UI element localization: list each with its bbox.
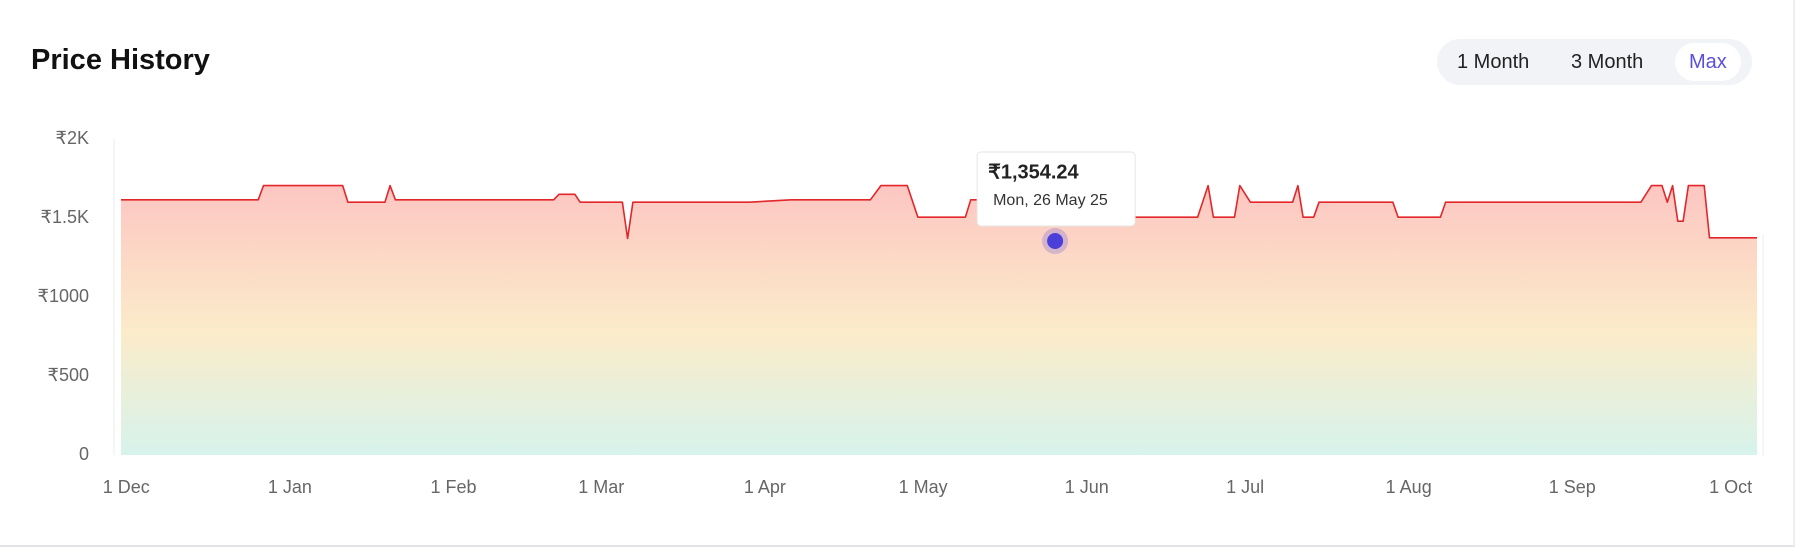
title: Price History [31,44,210,76]
range-button[interactable]: 3 Month [1571,51,1644,73]
price-line [121,184,1757,240]
tooltip-date: Mon, 26 May 25 [993,192,1108,209]
x-tick-label: 1 Dec [103,477,150,497]
range-selector: 1 Month 3 Month Max [1437,39,1752,85]
y-tick-label: ₹500 [48,365,89,385]
tooltip: ₹1,354.24 Mon, 26 May 25 [976,151,1136,227]
x-tick-label: 1 Jul [1226,477,1264,497]
hover-point [1047,233,1064,250]
y-tick-label: ₹2K [56,128,89,148]
x-tick-label: 1 Sep [1549,477,1596,497]
range-button[interactable]: 1 Month [1457,51,1530,73]
x-tick-label: 1 Feb [430,477,476,497]
y-tick-label: 0 [79,444,89,464]
x-tick-label: 1 Apr [744,477,786,497]
tooltip-box [976,151,1136,227]
x-tick-label: 1 Oct [1709,477,1752,497]
x-tick-label: 1 Jan [268,477,312,497]
x-tick-label: 1 Aug [1386,477,1432,497]
y-tick-label: ₹1.5K [41,207,89,227]
tooltip-price: ₹1,354.24 [988,161,1079,183]
range-button[interactable]: Max [1675,43,1741,81]
price-area [121,185,1757,455]
x-tick-label: 1 Jun [1065,477,1109,497]
y-tick-label: ₹1000 [38,286,90,306]
x-tick-label: 1 Mar [578,477,624,497]
x-tick-label: 1 May [899,477,948,497]
